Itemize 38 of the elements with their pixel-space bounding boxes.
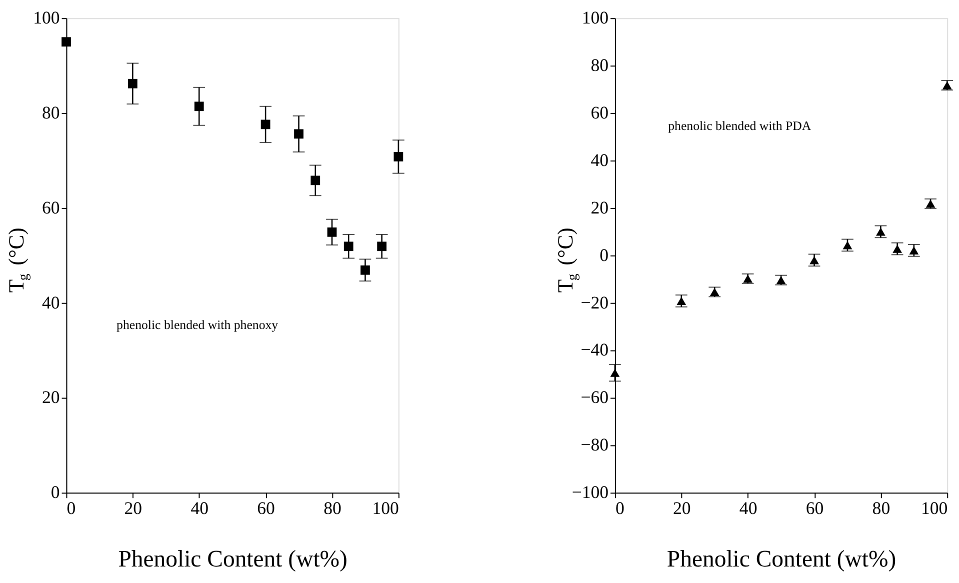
y-tick-label: 20 <box>590 197 609 218</box>
x-tick-label: 0 <box>615 498 624 518</box>
y-tick-label: 60 <box>590 102 609 122</box>
x-tick-label: 80 <box>872 498 890 518</box>
annotation: phenolic blended with PDA <box>668 118 812 133</box>
x-axis-title: Phenolic Content (wt%) <box>666 546 896 572</box>
y-axis-title: Tg (°C) <box>4 228 31 293</box>
y-tick-label: 60 <box>42 197 60 218</box>
x-tick-label: 60 <box>806 498 824 518</box>
y-tick-label: 40 <box>590 150 609 170</box>
y-tick-label: −100 <box>572 482 609 502</box>
x-tick-label: 80 <box>324 498 342 518</box>
y-tick-label: −80 <box>580 434 609 455</box>
y-tick-label: −20 <box>580 292 609 312</box>
x-tick-label: 20 <box>672 498 691 518</box>
y-tick-label: −40 <box>580 340 609 360</box>
point <box>62 37 71 47</box>
y-tick-label: 0 <box>600 244 609 265</box>
x-tick-label: 100 <box>372 498 400 518</box>
y-tick-label: 80 <box>590 55 609 76</box>
x-tick-label: 20 <box>124 498 142 518</box>
y-tick-label: 80 <box>42 102 60 122</box>
x-axis-title: Phenolic Content (wt%) <box>118 546 348 572</box>
point <box>344 242 354 252</box>
y-tick-label: 40 <box>42 292 60 312</box>
y-tick-label: −60 <box>580 387 609 408</box>
y-tick-label: 20 <box>42 387 60 408</box>
x-tick-label: 40 <box>739 498 758 518</box>
point <box>394 152 404 162</box>
annotation: phenolic blended with phenoxy <box>116 318 279 332</box>
y-tick-label: 100 <box>582 8 609 28</box>
x-tick-label: 0 <box>66 498 76 518</box>
y-tick-label: 100 <box>33 8 60 28</box>
x-tick-label: 60 <box>257 498 276 518</box>
x-tick-label: 40 <box>190 498 209 518</box>
x-tick-label: 100 <box>920 498 948 518</box>
y-axis-title: Tg (°C) <box>553 228 580 293</box>
y-tick-label: 0 <box>50 482 60 502</box>
